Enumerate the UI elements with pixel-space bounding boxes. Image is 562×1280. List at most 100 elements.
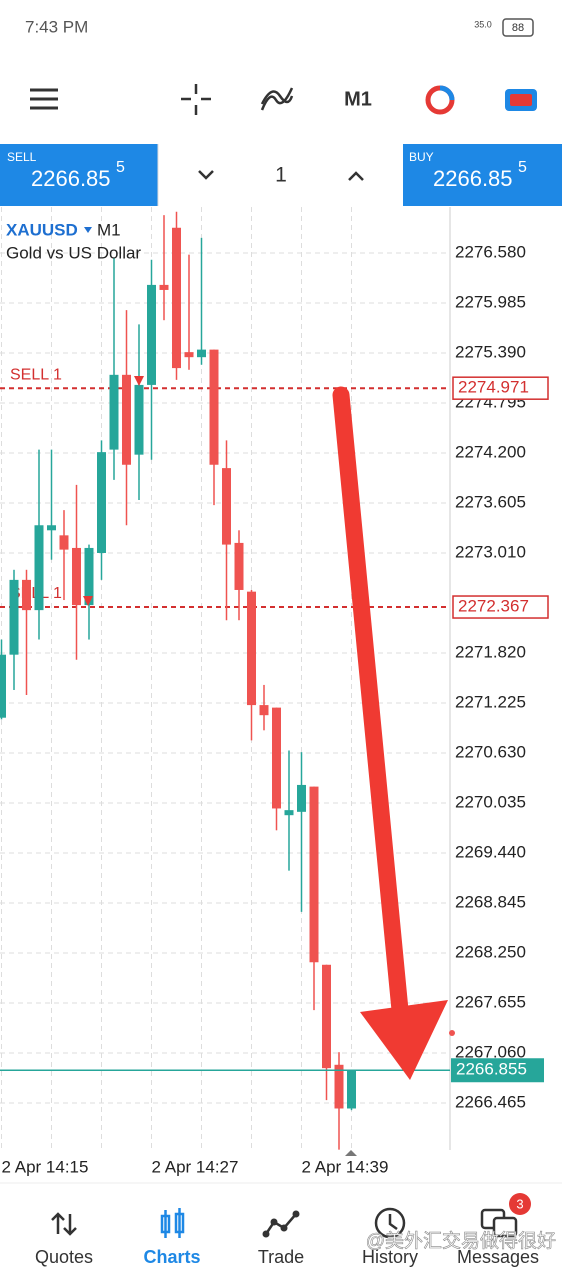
price-marker: [449, 1030, 455, 1036]
battery-icon: [502, 18, 534, 37]
candle-body: [347, 1069, 356, 1109]
chart: 2276.5802275.9852275.3902274.7952274.200…: [0, 207, 549, 1176]
candle-body: [22, 579, 31, 611]
sell-button[interactable]: [0, 144, 158, 206]
candle-body: [197, 349, 206, 358]
x-tick-label: 2 Apr 14:15: [2, 1157, 89, 1176]
candle-body: [309, 786, 319, 963]
candle-body: [272, 707, 281, 809]
y-tick-label: 2275.390: [455, 342, 526, 361]
candle-body: [9, 579, 19, 655]
x-tick-label: 2 Apr 14:27: [152, 1157, 239, 1176]
candle-body: [34, 525, 44, 611]
volume-down[interactable]: [198, 170, 214, 180]
nav-messages[interactable]: Messages: [457, 1247, 539, 1267]
nav-history[interactable]: History: [362, 1247, 418, 1267]
candle-body: [72, 547, 81, 606]
nav-trade[interactable]: Trade: [258, 1247, 304, 1267]
history-icon: [374, 1207, 406, 1239]
buy-price-digit: 5: [518, 159, 527, 176]
y-tick-label: 2274.200: [455, 442, 526, 461]
nav-quotes[interactable]: Quotes: [35, 1247, 93, 1267]
trade-marker: [83, 596, 93, 606]
order-price-box: [452, 595, 549, 619]
symbol-dropdown[interactable]: [84, 227, 92, 233]
y-tick-label: 2271.225: [455, 692, 526, 711]
y-tick-label: 2271.820: [455, 642, 526, 661]
candle-body: [322, 964, 331, 1069]
order-button[interactable]: [505, 89, 537, 111]
candle-body: [109, 374, 119, 450]
order-price-label: 2272.367: [458, 597, 529, 616]
candle-body: [147, 284, 156, 385]
candle-body: [159, 284, 169, 290]
y-tick-label: 2270.035: [455, 792, 526, 811]
y-tick-label: 2273.010: [455, 542, 526, 561]
candle-body: [247, 591, 256, 706]
y-tick-label: 2269.440: [455, 842, 526, 861]
candle-body: [184, 352, 194, 358]
quotes-icon: [51, 1212, 77, 1236]
watermark: @美外汇交易做得很好: [366, 1230, 556, 1252]
candle-body: [209, 349, 219, 465]
buy-label: BUY: [409, 150, 434, 164]
order-price-label: 2274.971: [458, 378, 529, 397]
y-tick-label: 2276.580: [455, 242, 526, 261]
sell-price: 2266.85: [31, 166, 111, 191]
y-tick-label: 2275.985: [455, 292, 526, 311]
order-price-box: [452, 376, 549, 400]
chart-timeframe: M1: [97, 220, 121, 239]
candle-body: [47, 525, 56, 531]
messages-icon: [480, 1208, 518, 1238]
symbol[interactable]: XAUUSD: [6, 220, 78, 239]
trade-marker: [134, 376, 144, 386]
buy-button[interactable]: [403, 144, 562, 206]
annotation-arrow: [332, 386, 448, 1080]
order-line-label: SELL 1: [10, 366, 62, 383]
charts-icon: [160, 1208, 185, 1238]
candle-body: [97, 452, 106, 553]
badge: [509, 1193, 531, 1215]
sell-price-digit: 5: [116, 159, 125, 176]
buy-price: 2266.85: [433, 166, 513, 191]
y-tick-label: 2268.845: [455, 892, 526, 911]
current-price-label: 2266.855: [456, 1060, 527, 1079]
candle-body: [59, 535, 69, 550]
volume[interactable]: 1: [275, 164, 287, 187]
y-tick-label: 2266.465: [455, 1093, 526, 1112]
trade-indicator-button[interactable]: [425, 85, 455, 115]
candle-body: [84, 547, 94, 606]
status-time: 7:43 PM: [25, 17, 88, 36]
y-tick-label: 2273.605: [455, 492, 526, 511]
candle-body: [122, 374, 131, 465]
y-tick-label: 2268.250: [455, 942, 526, 961]
status-battery: 88: [512, 22, 524, 34]
candle-body: [334, 1064, 344, 1109]
candle-body: [0, 654, 6, 718]
y-tick-label: 2270.630: [455, 742, 526, 761]
indicators-button[interactable]: [260, 87, 294, 111]
current-price-box: [451, 1058, 544, 1083]
menu-button[interactable]: [30, 88, 58, 110]
trade-icon: [262, 1210, 300, 1238]
candle-body: [297, 784, 306, 812]
nav-charts[interactable]: Charts: [143, 1247, 200, 1267]
candle-body: [234, 542, 244, 590]
status-speed: 35.0: [474, 19, 492, 29]
badge-count: 3: [516, 1196, 523, 1211]
candle-body: [222, 468, 231, 545]
y-tick-label: 2267.655: [455, 993, 526, 1012]
sell-label: SELL: [7, 150, 37, 164]
timeframe-button[interactable]: M1: [344, 88, 372, 110]
x-tick-label: 2 Apr 14:39: [302, 1157, 389, 1176]
candle-body: [172, 227, 181, 369]
crosshair-button[interactable]: [181, 84, 211, 115]
symbol-description: Gold vs US Dollar: [6, 243, 141, 262]
candle-body: [284, 810, 294, 816]
time-marker: [345, 1150, 357, 1156]
candle-body: [134, 384, 144, 455]
y-tick-label: 2267.060: [455, 1043, 526, 1062]
volume-up[interactable]: [348, 171, 364, 181]
